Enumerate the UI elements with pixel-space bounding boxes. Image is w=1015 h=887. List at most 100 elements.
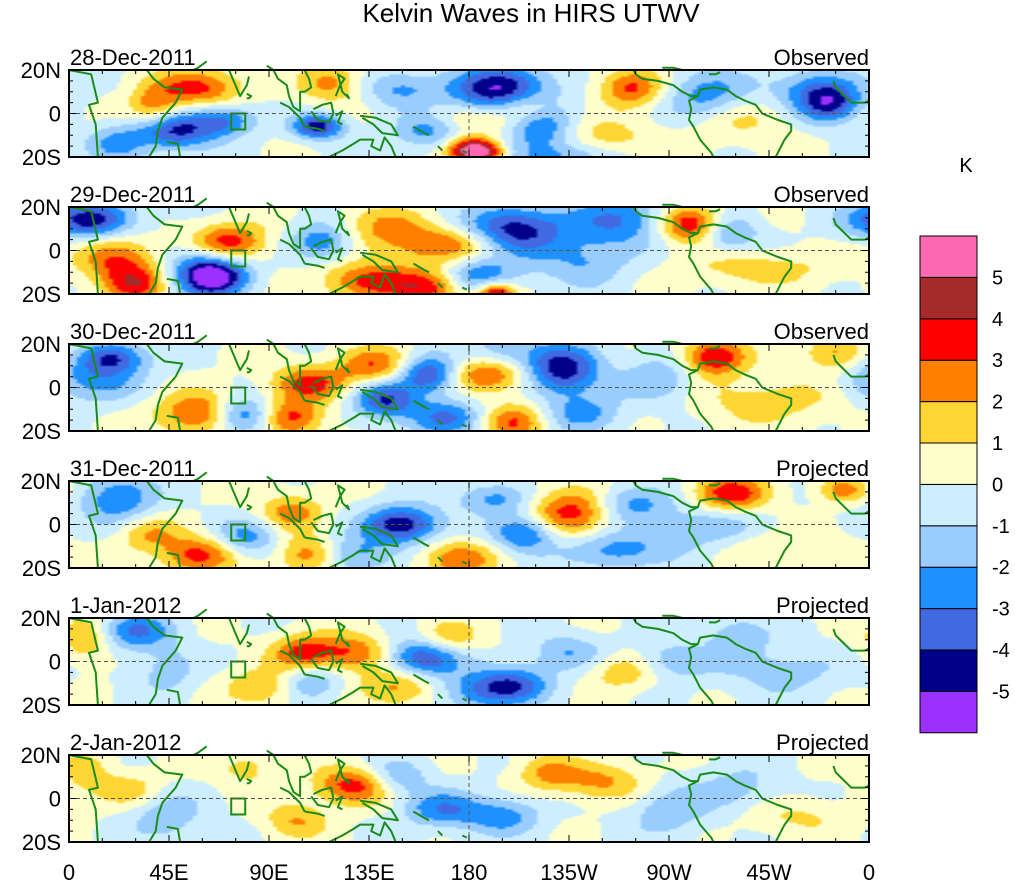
- coastline: [461, 149, 468, 154]
- y-tick-label: 20S: [22, 282, 61, 307]
- coastline: [461, 560, 468, 565]
- coastline: [246, 641, 253, 648]
- panel-status: Projected: [776, 730, 869, 755]
- map-panels: 20N 0 20S 28-Dec-2011 Observed 20N 0 20S 29-Dec-…: [21, 45, 870, 855]
- coastline: [709, 619, 721, 624]
- panel-date: 1-Jan-2012: [70, 593, 181, 618]
- coastline: [412, 125, 430, 137]
- coastline: [166, 551, 182, 569]
- map-panel: 20N 0 20S 31-Dec-2011 Projected: [21, 456, 870, 581]
- coastline: [696, 634, 793, 706]
- coastline: [146, 69, 184, 158]
- coastline: [166, 688, 182, 706]
- coastline: [320, 684, 397, 706]
- colorbar-swatch: [919, 566, 978, 610]
- panel-date: 2-Jan-2012: [70, 730, 181, 755]
- y-tick-label: 20S: [22, 556, 61, 581]
- coastline: [437, 145, 444, 152]
- coastline: [146, 480, 184, 569]
- panel-status: Observed: [774, 319, 869, 344]
- y-tick-label: 0: [49, 102, 61, 127]
- coastline: [304, 673, 325, 680]
- coastline: [279, 238, 306, 265]
- coastline: [359, 388, 399, 411]
- coastline: [304, 536, 325, 543]
- coastline: [68, 617, 99, 706]
- coastline: [709, 756, 721, 761]
- colorbar-swatch: [919, 690, 978, 734]
- colorbar-label: -2: [992, 557, 1010, 579]
- coastline: [709, 71, 721, 76]
- coastline: [696, 497, 793, 569]
- colorbar-swatch: [919, 649, 978, 692]
- coastlines: [68, 197, 870, 295]
- coastline: [412, 673, 430, 685]
- panel-date: 30-Dec-2011: [70, 319, 196, 344]
- y-tick-label: 20N: [21, 606, 61, 631]
- coastline: [279, 375, 306, 402]
- coastline: [412, 810, 430, 822]
- coastline: [437, 282, 444, 289]
- coastline: [246, 367, 253, 374]
- colorbar-label: 4: [992, 309, 1003, 331]
- colorbar-swatch: [919, 483, 978, 527]
- coastlines: [68, 608, 870, 706]
- panel-date: 28-Dec-2011: [70, 45, 196, 70]
- coastlines: [68, 471, 870, 569]
- coastline: [334, 484, 350, 511]
- coastline: [266, 749, 313, 798]
- x-tick-label: 0: [863, 860, 875, 885]
- coastline: [696, 360, 793, 432]
- colorbar-label: 2: [992, 392, 1003, 414]
- coastline: [709, 208, 721, 213]
- y-tick-label: 0: [49, 376, 61, 401]
- panel-status: Projected: [776, 456, 869, 481]
- coastline: [304, 810, 325, 817]
- colorbar-swatch: [919, 608, 978, 651]
- coastline: [320, 547, 397, 569]
- coastline: [320, 273, 397, 295]
- coastline: [461, 834, 468, 839]
- coastline: [68, 343, 99, 432]
- coastline: [461, 286, 468, 291]
- coastline: [320, 410, 397, 432]
- coastline: [437, 830, 444, 837]
- coastline: [320, 136, 397, 158]
- coastline: [266, 475, 313, 524]
- colorbar-swatch: [919, 235, 978, 278]
- coastline: [266, 338, 313, 387]
- coastline: [304, 399, 325, 406]
- coastline: [696, 86, 793, 158]
- map-panel: 20N 0 20S 2-Jan-2012 Projected: [21, 730, 870, 855]
- y-tick-label: 20N: [21, 58, 61, 83]
- coastline: [437, 693, 444, 700]
- coastline: [696, 223, 793, 295]
- colorbar-label: 5: [992, 267, 1003, 289]
- colorbar-label: -4: [992, 640, 1010, 662]
- coastline: [266, 201, 313, 250]
- panel-status: Observed: [774, 182, 869, 207]
- coastline: [246, 504, 253, 511]
- x-tick-label: 135E: [343, 860, 394, 885]
- colorbar-label: 1: [992, 433, 1003, 455]
- coastline: [709, 482, 721, 487]
- colorbar-swatch: [919, 401, 978, 444]
- colorbar-swatch: [919, 276, 978, 320]
- y-tick-label: 20S: [22, 830, 61, 855]
- coastline: [192, 745, 208, 756]
- coastline: [266, 64, 313, 113]
- coastline: [166, 414, 182, 432]
- coastline: [359, 799, 399, 822]
- coastline: [310, 238, 335, 261]
- coastline: [334, 210, 350, 237]
- colorbar-swatch: [919, 318, 978, 361]
- coastline: [68, 754, 99, 843]
- panel-date: 31-Dec-2011: [70, 456, 196, 481]
- map-panel: 20N 0 20S 1-Jan-2012 Projected: [21, 593, 870, 718]
- x-tick-label: 180: [451, 860, 488, 885]
- coastline: [68, 206, 99, 295]
- coastline: [412, 536, 430, 548]
- x-tick-label: 135W: [540, 860, 598, 885]
- y-tick-label: 20S: [22, 419, 61, 444]
